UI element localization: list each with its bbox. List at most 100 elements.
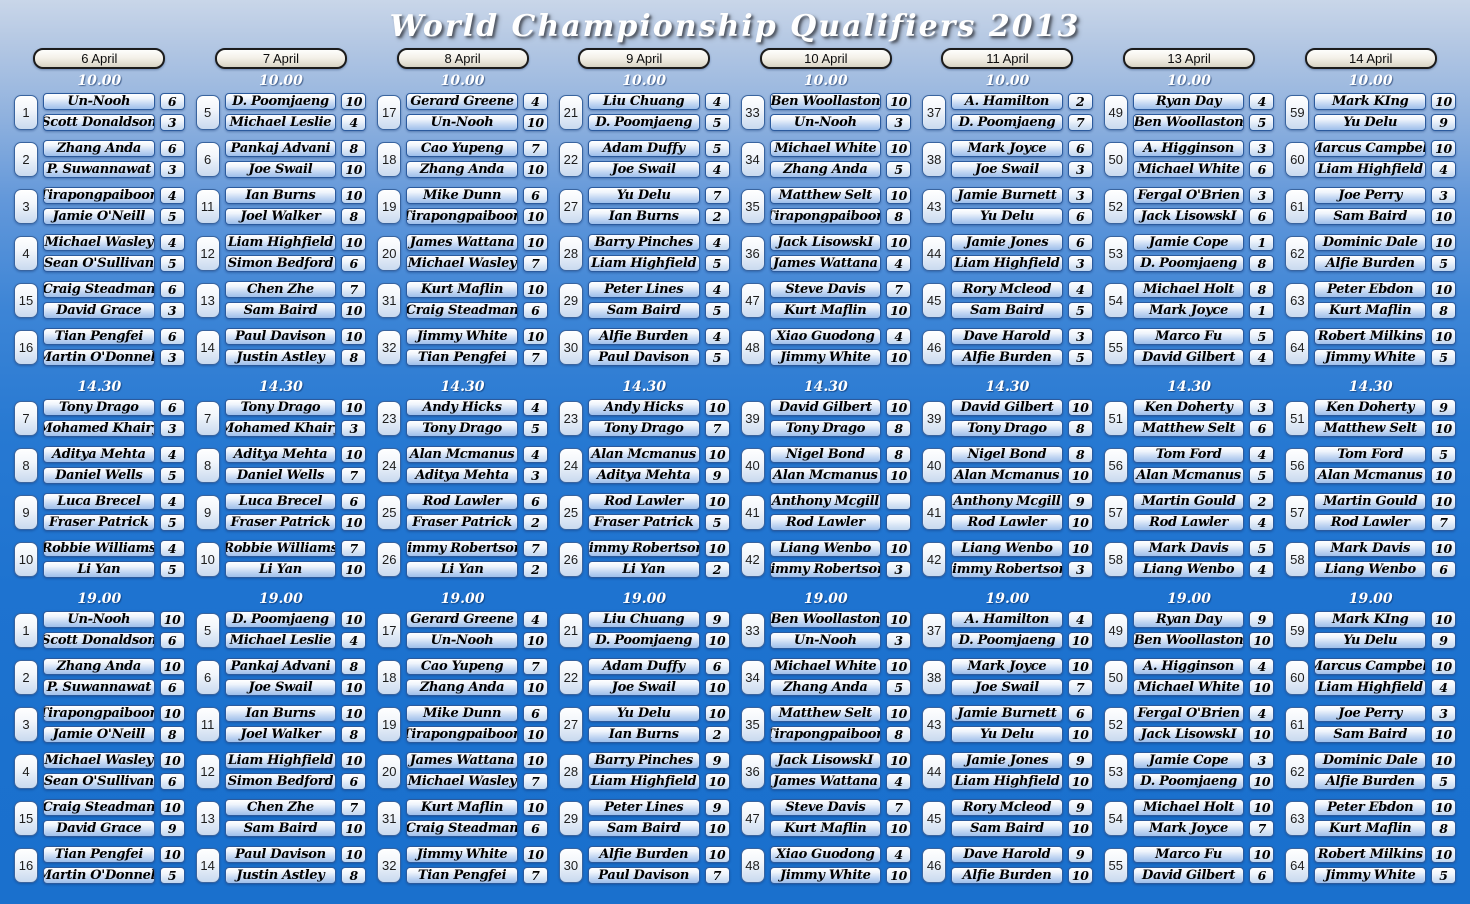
player1-name: Barry Pinches	[587, 234, 700, 251]
match-players: Marcus Campbell 10 Liam Highfield 4	[1314, 658, 1456, 696]
page-title: World Championship Qualifiers 2013	[389, 9, 1081, 44]
match-players: Alfie Burden 4 Paul Davison 5	[587, 328, 730, 366]
match-row: 29 Peter Lines 4 Sam Baird 5	[558, 281, 730, 319]
match-row: 46 Dave Harold 3 Alfie Burden 5	[922, 328, 1093, 366]
match-row: 63 Peter Ebdon 10 Kurt Maflin 8	[1285, 281, 1456, 319]
player2-name: Tirapongpaiboon	[769, 208, 882, 225]
player1-score: 10	[159, 846, 185, 863]
date-header: 8 April	[396, 48, 529, 69]
player1-name: Chen Zhe	[224, 799, 337, 816]
player1-name: Andy Hicks	[587, 399, 700, 416]
match-players: Dave Harold 3 Alfie Burden 5	[951, 328, 1093, 366]
player2-score: 9	[159, 820, 185, 837]
match-row: 51 Ken Doherty 3 Matthew Selt 6	[1103, 399, 1275, 437]
player1-score: 5	[1249, 328, 1275, 345]
player1-name: Peter Lines	[587, 281, 700, 298]
match-players: Aditya Mehta 10 Daniel Wells 7	[224, 446, 367, 484]
player2-score: 5	[159, 208, 185, 225]
match-players: James Wattana 10 Michael Wasley 7	[406, 234, 548, 272]
player2-score: 7	[1067, 114, 1093, 131]
player2-name: Rod Lawler	[1132, 514, 1245, 531]
player1-score: 8	[341, 658, 367, 675]
player-row: Jimmy White 10	[406, 846, 548, 863]
match-row: 9 Luca Brecel 4 Fraser Patrick 5	[14, 493, 185, 531]
match-number: 49	[1103, 612, 1128, 648]
player1-score: 10	[704, 705, 730, 722]
player-row: Ryan Day 4	[1132, 93, 1275, 110]
player2-name: D. Poomjaeng	[587, 632, 700, 649]
match-row: 6 Pankaj Advani 8 Joe Swail 10	[195, 658, 367, 696]
match-row: 20 James Wattana 10 Michael Wasley 7	[377, 752, 548, 790]
match-row: 34 Michael White 10 Zhang Anda 5	[740, 140, 912, 178]
player-row: Yu Delu 9	[1314, 114, 1456, 131]
player2-name: Yu Delu	[1314, 114, 1426, 131]
match-number: 41	[740, 494, 765, 530]
player1-name: Jack LisowskI	[769, 752, 882, 769]
player2-score: 7	[522, 349, 548, 366]
player2-name: Michael White	[1132, 161, 1245, 178]
player2-score: 10	[341, 514, 367, 531]
match-row: 50 A. Higginson 4 Michael White 10	[1103, 658, 1275, 696]
match-players: Michael Wasley 10 Sean O'Sullivan 6	[43, 752, 185, 790]
match-players: Rory Mcleod 4 Sam Baird 5	[951, 281, 1093, 319]
match-row: 42 Liang Wenbo 10 Jimmy Robertson 3	[740, 540, 912, 578]
match-number: 35	[740, 706, 765, 742]
player-row: D. Poomjaeng 10	[224, 93, 367, 110]
player1-score: 10	[886, 658, 912, 675]
player2-name: Paul Davison	[587, 349, 700, 366]
match-number: 18	[377, 659, 402, 695]
player-row: Li Yan 10	[224, 561, 367, 578]
player1-name: Jimmy Robertson	[406, 540, 518, 557]
match-number: 41	[922, 494, 947, 530]
match-number: 53	[1103, 235, 1128, 271]
player-row: Sam Baird 10	[587, 820, 730, 837]
player2-name: Ben Woollaston	[1132, 632, 1245, 649]
player2-name: Tony Drago	[587, 420, 700, 437]
match-players: Liang Wenbo 10 Jimmy Robertson 3	[769, 540, 912, 578]
match-number: 47	[740, 800, 765, 836]
player-row: Un-Nooh 10	[406, 114, 548, 131]
match-players: Zhang Anda 10 P. Suwannawat 6	[43, 658, 185, 696]
player-row: D. Poomjaeng 10	[587, 632, 730, 649]
match-number: 30	[558, 329, 583, 365]
match-number: 32	[377, 329, 402, 365]
match-players: Steve Davis 7 Kurt Maflin 10	[769, 799, 912, 837]
player2-score: 10	[704, 632, 730, 649]
session-time-label: 14.30	[622, 379, 667, 395]
player2-score: 7	[522, 867, 548, 884]
match-number: 18	[377, 141, 402, 177]
match-players: David Gilbert 10 Tony Drago 8	[769, 399, 912, 437]
player2-score: 1	[1249, 302, 1275, 319]
player2-name: Jimmy White	[769, 867, 882, 884]
match-players: A. Higginson 4 Michael White 10	[1132, 658, 1275, 696]
player-row: Xiao Guodong 4	[769, 328, 912, 345]
match-row: 11 Ian Burns 10 Joel Walker 8	[195, 187, 367, 225]
match-row: 35 Matthew Selt 10 Tirapongpaiboon 8	[740, 705, 912, 743]
player2-score: 4	[886, 255, 912, 272]
match-number: 62	[1285, 235, 1310, 271]
player2-score: 5	[522, 420, 548, 437]
match-row: 9 Luca Brecel 6 Fraser Patrick 10	[195, 493, 367, 531]
match-row: 4 Michael Wasley 4 Sean O'Sullivan 5	[14, 234, 185, 272]
player-row: Liam Highfield 4	[1314, 161, 1456, 178]
player2-name: Tony Drago	[769, 420, 882, 437]
match-row: 55 Marco Fu 10 David Gilbert 6	[1103, 846, 1275, 884]
match-row: 44 Jamie Jones 9 Liam Highfield 10	[922, 752, 1093, 790]
player-row: Alfie Burden 5	[1314, 255, 1456, 272]
player2-name: Jamie O'Neill	[43, 726, 155, 743]
player1-score: 10	[886, 752, 912, 769]
player2-score: 10	[341, 161, 367, 178]
player2-score: 10	[704, 773, 730, 790]
match-players: Michael White 10 Zhang Anda 5	[769, 140, 912, 178]
match-number: 34	[740, 141, 765, 177]
player-row: Alfie Burden 4	[587, 328, 730, 345]
player-row: Anthony Mcgill	[769, 493, 912, 510]
player2-score: 9	[704, 467, 730, 484]
player-row: Jamie Burnett 6	[951, 705, 1093, 722]
player1-score: 10	[1431, 493, 1456, 510]
match-players: Michael Wasley 4 Sean O'Sullivan 5	[43, 234, 185, 272]
match-players: Rory Mcleod 9 Sam Baird 10	[951, 799, 1093, 837]
session-time-label: 10.00	[1167, 73, 1211, 89]
player-row: D. Poomjaeng 10	[1132, 773, 1275, 790]
player2-name: Matthew Selt	[1314, 420, 1426, 437]
